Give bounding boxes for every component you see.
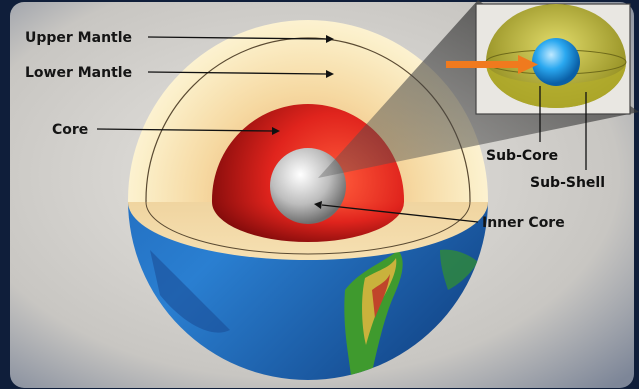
lower-mantle-leader: [147, 71, 327, 75]
inner-core-label: Inner Core: [482, 215, 565, 231]
highland-region: [372, 274, 390, 318]
upper-mantle-arrowhead: [326, 35, 334, 43]
orange-arrow-shaft: [446, 61, 518, 68]
inset-panel: [446, 3, 631, 115]
upper-mantle-leader: [147, 36, 327, 40]
lower-mantle-arrowhead: [326, 70, 334, 78]
inner-core-sphere: [270, 148, 346, 224]
core-leader: [96, 128, 273, 132]
sub-shell-label: Sub-Shell: [530, 175, 605, 191]
leader-lines: [96, 35, 587, 223]
sub-core-label: Sub-Core: [486, 148, 558, 164]
sub-core-sphere: [532, 38, 580, 86]
inner-core-arrowhead: [314, 201, 322, 209]
core-label: Core: [52, 122, 88, 138]
inner-core-leader: [321, 204, 479, 223]
mantle-cut-ring: [145, 200, 471, 255]
orange-arrow-head: [518, 55, 538, 74]
lower-mantle-label: Lower Mantle: [25, 65, 132, 81]
ocean-shading: [150, 250, 230, 333]
upper-mantle-label: Upper Mantle: [25, 30, 132, 46]
core-arrowhead: [272, 127, 280, 135]
island-landmass: [440, 249, 478, 290]
